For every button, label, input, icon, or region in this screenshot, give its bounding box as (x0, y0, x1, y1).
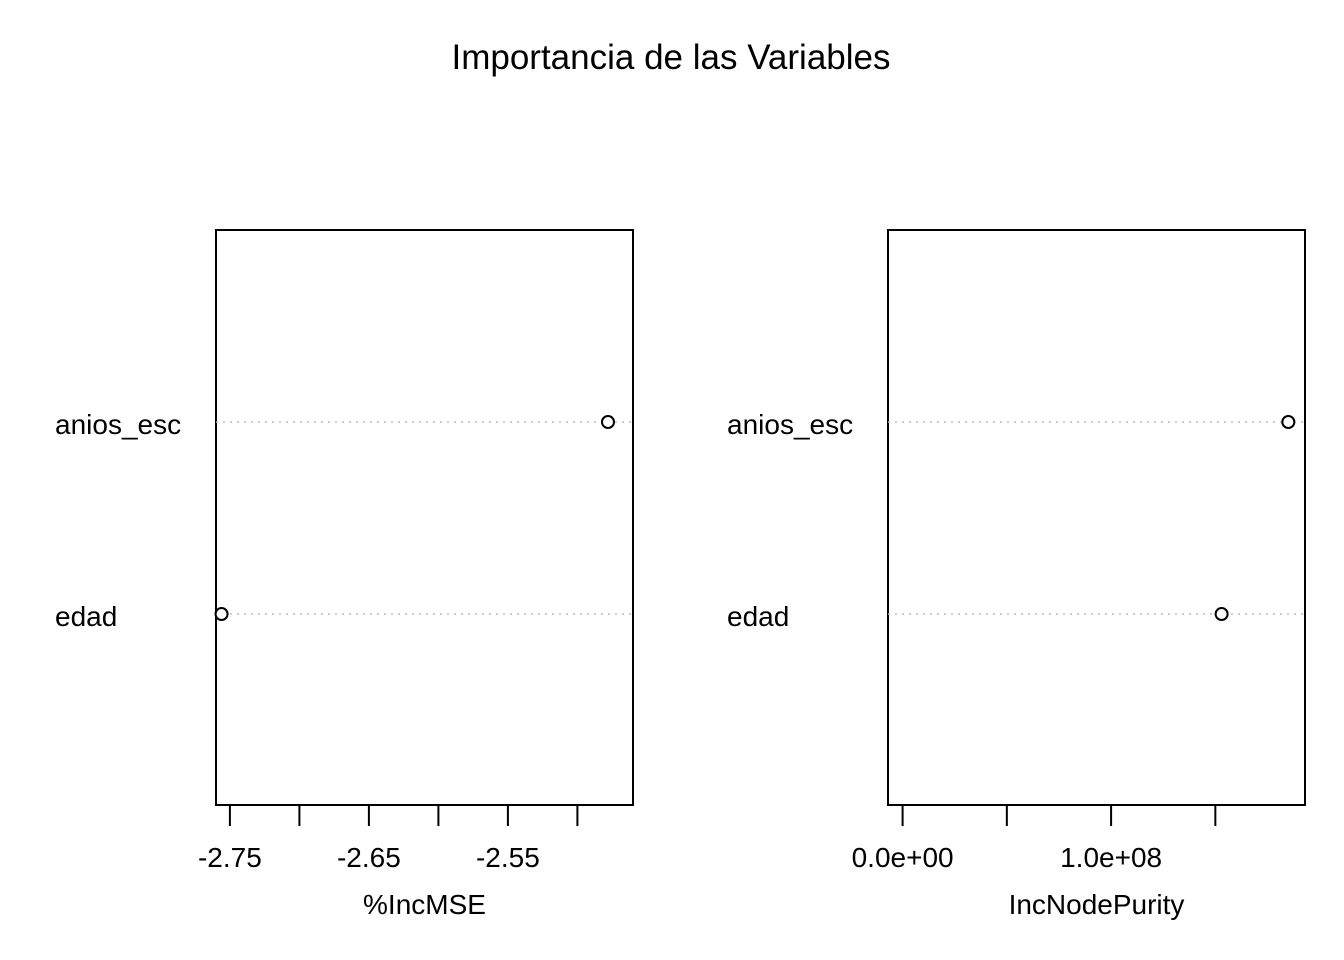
data-point-anios-esc (600, 415, 615, 429)
x-tick-label: 0.0e+00 (852, 842, 954, 873)
plot-frame (215, 229, 634, 806)
chart-title: Importancia de las Variables (451, 38, 890, 77)
x-axis-label: IncNodePurity (1009, 889, 1185, 920)
data-point-anios-esc (1281, 415, 1296, 429)
data-point-edad (1214, 607, 1229, 621)
category-label: anios_esc (727, 409, 853, 440)
category-label: anios_esc (55, 409, 181, 440)
category-label: edad (55, 601, 117, 632)
plot-frame (887, 229, 1306, 806)
category-label: edad (727, 601, 789, 632)
x-tick-label: -2.65 (337, 842, 401, 873)
x-tick-label: 1.0e+08 (1060, 842, 1162, 873)
data-point-edad (214, 607, 229, 621)
x-axis-label: %IncMSE (363, 889, 486, 920)
x-tick-label: -2.75 (198, 842, 262, 873)
x-tick-label: -2.55 (476, 842, 540, 873)
